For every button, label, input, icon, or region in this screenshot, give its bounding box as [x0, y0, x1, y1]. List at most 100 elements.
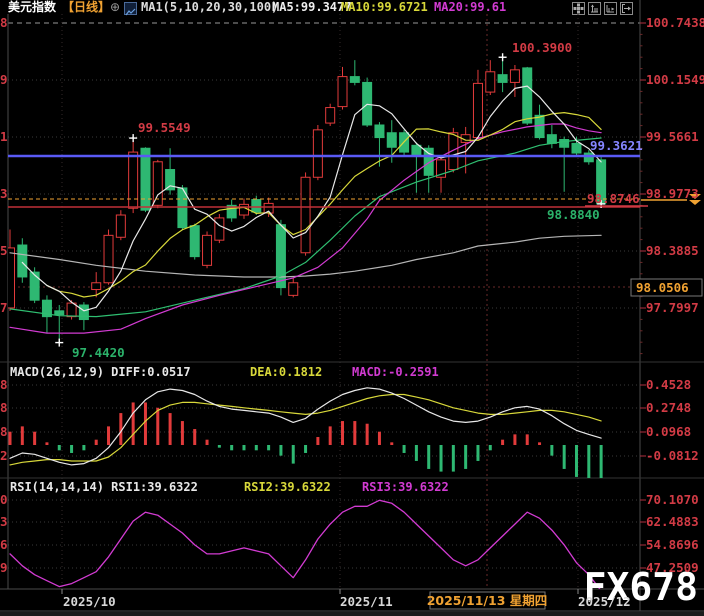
candle	[17, 238, 28, 283]
candle	[202, 231, 213, 269]
crosshair-labels: 98.0506 2025/11/13 星期四	[427, 278, 703, 610]
y-axis-macd[interactable]: 0.4528 0.2748 0.0968 -0.0812 8 8 8 2	[0, 377, 699, 463]
svg-text:100.3900: 100.3900	[512, 40, 572, 55]
svg-text:2: 2	[0, 448, 8, 463]
candle	[337, 66, 348, 110]
svg-text:0.0968: 0.0968	[646, 424, 691, 439]
swing-markers	[55, 53, 606, 347]
symbol-title: 美元指数	[8, 0, 57, 14]
svg-text:98.0506: 98.0506	[636, 280, 689, 295]
price-annotations: 99.5549 100.3900 97.4420 99.3621 98.884098.8…	[72, 40, 648, 360]
fx678-watermark: FX678	[584, 565, 698, 609]
ma-lines	[9, 85, 602, 334]
svg-text:7: 7	[0, 300, 8, 315]
scale-right-icon[interactable]	[604, 2, 617, 15]
svg-text:5: 5	[0, 243, 8, 258]
y-axis-rsi[interactable]: 70.1070 62.4883 54.8696 47.2509 0 3 6 9	[0, 492, 699, 575]
svg-text:0.4528: 0.4528	[646, 377, 691, 392]
svg-text:3: 3	[0, 186, 8, 201]
svg-text:98.9773: 98.9773	[646, 186, 699, 201]
drawn-lines[interactable]	[8, 154, 701, 208]
mini-chart-icon[interactable]	[124, 2, 137, 16]
svg-text:2025/10: 2025/10	[63, 594, 116, 609]
candle	[226, 199, 237, 222]
candle	[91, 272, 102, 298]
candle	[522, 66, 533, 125]
macd-value: MACD:-0.2591	[352, 365, 439, 379]
svg-text:8: 8	[0, 400, 8, 415]
y-axis-main[interactable]: 100.7438 100.1549 99.5661 98.9773 98.3885 97.…	[0, 15, 704, 355]
candle	[189, 223, 200, 260]
svg-text:98.8840: 98.8840	[547, 207, 600, 222]
rsi2-value: RSI2:39.6322	[244, 480, 331, 494]
candle	[411, 142, 422, 193]
svg-text:9: 9	[0, 560, 8, 575]
candle	[29, 267, 40, 304]
crosshair	[8, 14, 640, 588]
svg-text:100.7438: 100.7438	[646, 15, 704, 30]
candle	[275, 219, 286, 296]
svg-text:8: 8	[0, 15, 8, 30]
x-axis[interactable]: 2025/10 2025/11 2025/12	[63, 594, 631, 609]
candle	[8, 229, 15, 311]
svg-text:62.4883: 62.4883	[646, 514, 699, 529]
candle	[374, 122, 385, 167]
macd-panel	[8, 387, 603, 478]
rsi-name-and-rsi1: RSI(14,14,14) RSI1:39.6322	[10, 480, 198, 494]
svg-text:98.8746: 98.8746	[587, 191, 640, 206]
candle	[546, 124, 557, 149]
candle	[559, 136, 570, 192]
candle	[214, 214, 225, 244]
candle	[472, 69, 483, 140]
candle	[349, 60, 360, 86]
candle	[583, 150, 594, 165]
scale-up-icon[interactable]	[588, 2, 601, 15]
candle	[571, 136, 582, 156]
candle	[128, 138, 139, 214]
candlestick-series	[8, 57, 607, 343]
svg-text:99.5549: 99.5549	[138, 120, 191, 135]
candle	[423, 145, 434, 193]
macd-dea-value: DEA:0.1812	[250, 365, 323, 379]
svg-text:9: 9	[0, 72, 8, 87]
svg-text:6: 6	[0, 537, 8, 552]
svg-text:70.1070: 70.1070	[646, 492, 699, 507]
svg-text:2025/11/13 星期四: 2025/11/13 星期四	[427, 593, 548, 608]
svg-text:2025/12: 2025/12	[578, 594, 631, 609]
candle	[300, 172, 311, 256]
candle	[534, 104, 545, 140]
svg-text:100.1549: 100.1549	[646, 72, 704, 87]
candle	[103, 229, 114, 285]
indicator-settings-icon[interactable]: ⊕	[110, 0, 121, 14]
period-label[interactable]: 【日线】	[62, 0, 111, 14]
svg-text:54.8696: 54.8696	[646, 537, 699, 552]
macd-name-and-diff: MACD(26,12,9) DIFF:0.0517	[10, 365, 191, 379]
candle	[497, 57, 508, 93]
svg-text:1: 1	[0, 129, 8, 144]
scroll-to-latest-icon[interactable]	[689, 194, 701, 205]
candle	[152, 159, 163, 209]
svg-text:8: 8	[0, 424, 8, 439]
svg-text:99.3621: 99.3621	[590, 138, 643, 153]
candle	[54, 305, 65, 343]
candle	[485, 60, 496, 95]
svg-text:0: 0	[0, 492, 8, 507]
svg-text:8: 8	[0, 377, 8, 392]
svg-text:47.2509: 47.2509	[646, 560, 699, 575]
candle	[325, 103, 336, 126]
ma10-value: MA10:99.6721	[341, 0, 428, 14]
candle	[362, 77, 373, 127]
rsi3-value: RSI3:39.6322	[362, 480, 449, 494]
svg-text:97.4420: 97.4420	[72, 345, 125, 360]
svg-text:2025/11: 2025/11	[340, 594, 393, 609]
jump-latest-icon[interactable]	[620, 2, 633, 15]
candle	[509, 64, 520, 97]
candle	[312, 124, 323, 181]
svg-text:-0.0812: -0.0812	[646, 448, 699, 463]
svg-text:FX678: FX678	[584, 565, 698, 609]
candle	[288, 277, 299, 298]
svg-text:99.5661: 99.5661	[646, 129, 699, 144]
svg-text:97.7997: 97.7997	[646, 300, 699, 315]
